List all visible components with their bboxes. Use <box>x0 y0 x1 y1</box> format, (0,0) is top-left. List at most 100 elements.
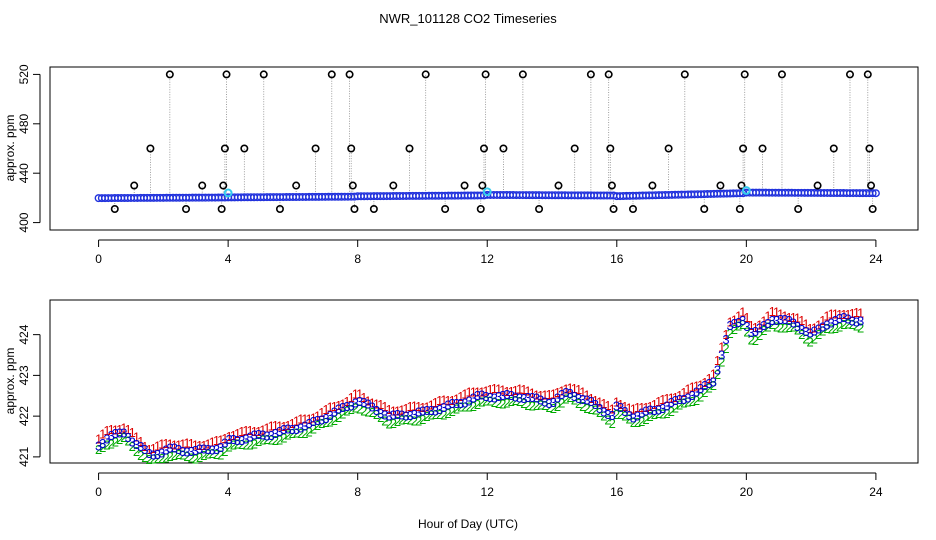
series-2-point: 2 <box>356 401 363 416</box>
series-2-point: 2 <box>630 415 637 430</box>
series-2-point: 2 <box>120 430 127 445</box>
bottom-plot-frame <box>49 299 919 464</box>
series-3-point: 3 <box>567 386 574 401</box>
series-2-point: 2 <box>684 395 691 410</box>
series-1-point: 1 <box>537 388 544 403</box>
series-2-point: 2 <box>802 331 809 346</box>
series-1-point: 1 <box>672 390 679 405</box>
spike-point <box>777 70 786 79</box>
spike-point <box>868 205 877 214</box>
spike-point <box>758 144 767 153</box>
series-2-point: 2 <box>773 319 780 334</box>
series-3-point: 3 <box>727 318 734 333</box>
series-1-point: 1 <box>432 395 439 410</box>
series-2-point: 2 <box>364 404 371 419</box>
series-1-point: 1 <box>533 387 540 402</box>
series-1-point: 1 <box>402 401 409 416</box>
series-1-point: 1 <box>453 392 460 407</box>
series-2-point: 2 <box>331 413 338 428</box>
series-3-point: 3 <box>385 408 392 423</box>
series-2-point: 2 <box>756 328 763 343</box>
series-1-point: 1 <box>554 385 561 400</box>
series-2-point: 2 <box>310 421 317 436</box>
series-2-point: 2 <box>609 416 616 431</box>
series-2-point: 2 <box>284 428 291 443</box>
spike-point <box>441 205 450 214</box>
series-3-point: 3 <box>840 310 847 325</box>
series-3-point: 3 <box>364 396 371 411</box>
series-3-point: 3 <box>428 403 435 418</box>
series-3-point: 3 <box>562 385 569 400</box>
series-2-point: 2 <box>99 440 106 455</box>
series-2-point: 2 <box>533 398 540 413</box>
series-3-point: 3 <box>499 388 506 403</box>
x-axis-label: Hour of Day (UTC) <box>418 517 518 531</box>
series-2-point: 2 <box>162 451 169 466</box>
series-3-point: 3 <box>293 422 300 437</box>
series-2-point: 2 <box>680 395 687 410</box>
series-2-point: 2 <box>790 320 797 335</box>
spike-point <box>275 205 284 214</box>
series-3-point: 3 <box>402 408 409 423</box>
series-2-point: 2 <box>558 396 565 411</box>
series-2-point: 2 <box>567 390 574 405</box>
series-2-point: 2 <box>428 407 435 422</box>
spike-point <box>198 181 207 190</box>
series-3-point: 3 <box>150 448 157 463</box>
series-1-point: 1 <box>579 384 586 399</box>
series-1-point: 1 <box>183 436 190 451</box>
series-3-point: 3 <box>634 408 641 423</box>
series-1-point: 1 <box>217 433 224 448</box>
series-2-point: 2 <box>760 323 767 338</box>
series-1-point: 1 <box>739 304 746 319</box>
series-2-point: 2 <box>112 435 119 450</box>
series-3-point: 3 <box>701 378 708 393</box>
series-1-point: 1 <box>710 366 717 381</box>
spike-point <box>863 70 872 79</box>
series-2-point: 2 <box>487 394 494 409</box>
series-2-point: 2 <box>613 407 620 422</box>
series-1-point: 1 <box>284 418 291 433</box>
spike-point <box>867 181 876 190</box>
series-2-point: 2 <box>411 413 418 428</box>
series-3-point: 3 <box>419 403 426 418</box>
series-3-point: 3 <box>230 432 237 447</box>
spike-point <box>369 205 378 214</box>
series-2-point: 2 <box>693 393 700 408</box>
series-3-point: 3 <box>621 404 628 419</box>
bottom-x-tick-label: 24 <box>869 485 883 499</box>
series-3-point: 3 <box>529 390 536 405</box>
series-3-point: 3 <box>579 392 586 407</box>
series-3-point: 3 <box>583 392 590 407</box>
series-3-point: 3 <box>95 439 102 454</box>
series-3-point: 3 <box>638 406 645 421</box>
series-1-point: 1 <box>200 438 207 453</box>
spike-point <box>350 205 359 214</box>
series-1-point: 1 <box>474 385 481 400</box>
spike-point <box>648 181 657 190</box>
series-2-point: 2 <box>512 393 519 408</box>
series-2-point: 2 <box>381 413 388 428</box>
series-1-point: 1 <box>318 405 325 420</box>
series-3-point: 3 <box>167 440 174 455</box>
series-3-point: 3 <box>204 442 211 457</box>
series-2-point: 2 <box>583 401 590 416</box>
series-3-point: 3 <box>335 402 342 417</box>
bottom-x-tick-label: 0 <box>95 485 102 499</box>
series-2-point: 2 <box>230 438 237 453</box>
series-1-point: 1 <box>449 393 456 408</box>
spike-point <box>217 205 226 214</box>
series-1-point: 1 <box>701 375 708 390</box>
series-1-point: 1 <box>811 321 818 336</box>
spike-point <box>628 205 637 214</box>
series-2-point: 2 <box>415 413 422 428</box>
series-2-point: 2 <box>272 433 279 448</box>
series-3-point: 3 <box>238 433 245 448</box>
series-2-point: 2 <box>407 413 414 428</box>
spike-point <box>737 181 746 190</box>
spike-point <box>570 144 579 153</box>
series-3-point: 3 <box>251 428 258 443</box>
series-3-point: 3 <box>550 395 557 410</box>
series-2-point: 2 <box>836 320 843 335</box>
